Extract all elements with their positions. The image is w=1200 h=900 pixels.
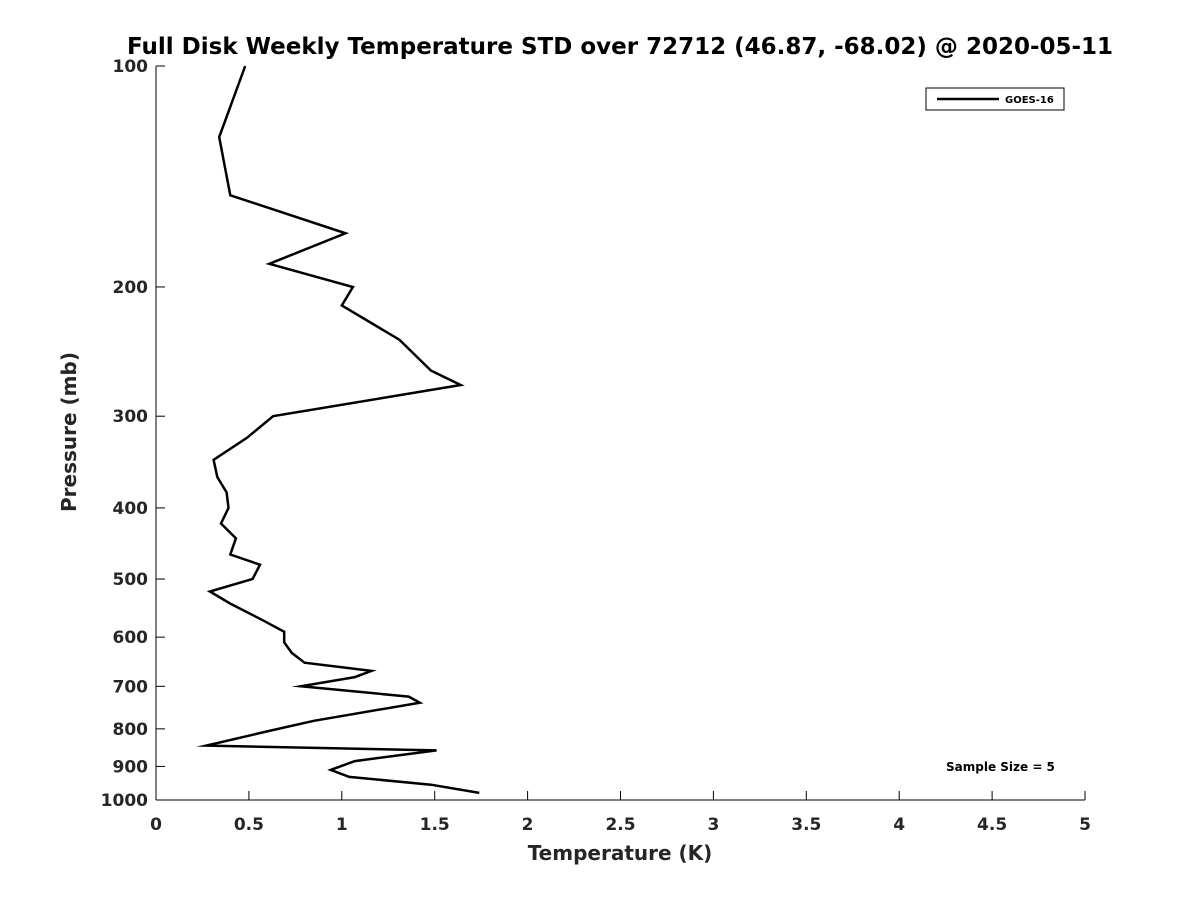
x-tick-label: 4.5 bbox=[977, 815, 1007, 835]
series-layer bbox=[196, 65, 480, 795]
legend-entry-label: GOES-16 bbox=[1005, 95, 1054, 106]
y-tick-label: 700 bbox=[113, 677, 149, 697]
x-tick-label: 0.5 bbox=[234, 815, 264, 835]
sample-size-annotation: Sample Size = 5 bbox=[946, 760, 1055, 774]
x-tick-label: 1.5 bbox=[420, 815, 450, 835]
x-tick-label: 5 bbox=[1079, 815, 1091, 835]
x-axis-ticks: 0 0.5 1 1.5 2 2.5 3 3.5 4 4.5 5 bbox=[150, 791, 1091, 835]
y-tick-label: 500 bbox=[113, 570, 149, 590]
x-tick-label: 3 bbox=[707, 815, 719, 835]
x-tick-label: 3.5 bbox=[791, 815, 821, 835]
y-tick-label: 400 bbox=[113, 499, 149, 519]
y-axis-ticks: 100 200 300 400 500 600 700 800 900 1000 bbox=[101, 57, 165, 811]
x-tick-label: 4 bbox=[893, 815, 905, 835]
y-tick-label: 100 bbox=[113, 57, 149, 77]
x-tick-label: 0 bbox=[150, 815, 162, 835]
y-tick-label: 200 bbox=[113, 278, 149, 298]
chart-title: Full Disk Weekly Temperature STD over 72… bbox=[127, 34, 1113, 60]
series-line-goes-16 bbox=[196, 65, 480, 795]
x-tick-label: 2.5 bbox=[605, 815, 635, 835]
x-axis-label: Temperature (K) bbox=[528, 841, 713, 865]
y-tick-label: 800 bbox=[113, 720, 149, 740]
y-tick-label: 300 bbox=[113, 407, 149, 427]
x-tick-label: 2 bbox=[522, 815, 534, 835]
y-tick-label: 900 bbox=[113, 757, 149, 777]
x-tick-label: 1 bbox=[336, 815, 348, 835]
y-axis-label: Pressure (mb) bbox=[57, 352, 81, 512]
y-tick-label: 600 bbox=[113, 628, 149, 648]
legend: GOES-16 bbox=[925, 87, 1065, 111]
y-tick-label: 1000 bbox=[101, 791, 148, 811]
